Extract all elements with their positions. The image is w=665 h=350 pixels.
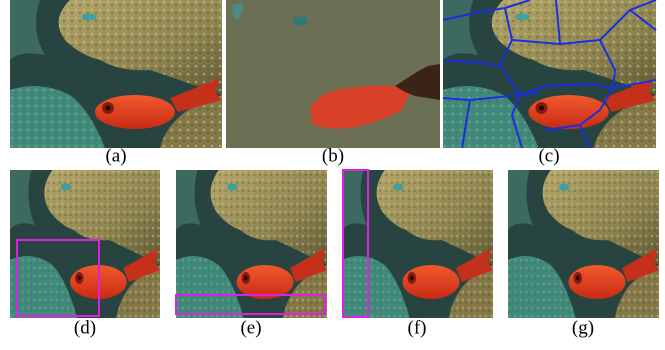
caption: (g) <box>572 317 594 338</box>
segmentation-map <box>226 0 440 148</box>
figure: (a) (b) (c) (d) (e) (f) (g) <box>0 0 665 345</box>
caption: (f) <box>408 317 427 338</box>
caption: (b) <box>322 145 344 166</box>
photo <box>443 0 656 148</box>
photo <box>10 0 222 148</box>
photo <box>508 170 659 318</box>
photo <box>342 170 493 318</box>
page: (a) (b) (c) (d) (e) (f) (g) (() => { con… <box>0 0 665 350</box>
superpixel-image <box>443 0 656 148</box>
caption: (a) <box>105 145 126 166</box>
caption: (d) <box>74 317 96 338</box>
caption: (c) <box>538 145 559 166</box>
photo <box>10 170 160 318</box>
caption: (e) <box>240 317 261 338</box>
